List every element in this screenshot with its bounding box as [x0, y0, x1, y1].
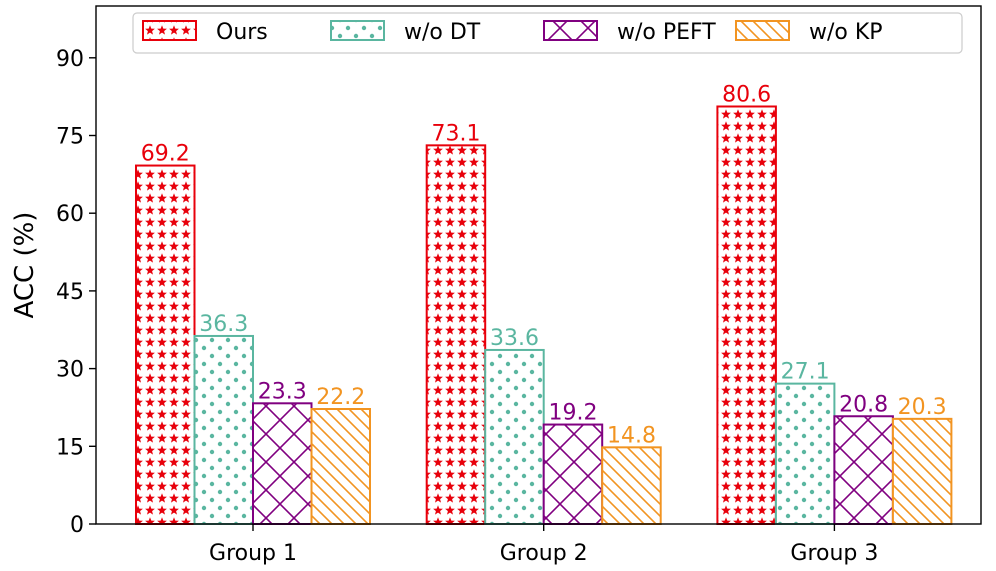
bar-w-o-kp-1	[310, 408, 371, 525]
x-tick-label: Group 1	[209, 541, 297, 566]
legend-swatch	[735, 20, 790, 41]
bar-w-o-kp-2	[601, 446, 662, 525]
bar-ours-3	[716, 105, 777, 525]
data-label: 20.8	[839, 392, 888, 417]
bar-w-o-peft-3	[833, 415, 894, 526]
legend-label: Ours	[216, 20, 268, 45]
y-tick-label: 0	[70, 513, 84, 538]
data-label: 80.6	[722, 82, 771, 107]
data-label: 22.2	[316, 385, 365, 410]
data-label: 20.3	[898, 395, 947, 420]
bar-w-o-dt-2	[484, 348, 545, 525]
y-tick-label: 15	[56, 435, 84, 460]
y-tick-label: 30	[56, 358, 84, 383]
data-label: 69.2	[141, 142, 190, 167]
x-axis: Group 1 Group 2 Group 3	[209, 524, 878, 566]
data-labels-layer: 69.2 73.1 80.6 36.3 33.6 27.1 23.3 19.2 20.8 22.2…	[141, 82, 947, 448]
legend-swatch	[543, 20, 598, 41]
bar-w-o-peft-1	[252, 402, 313, 525]
legend-swatch	[142, 20, 197, 41]
legend-label: w/o KP	[809, 20, 883, 45]
y-tick-label: 75	[56, 125, 84, 150]
x-tick-label: Group 3	[790, 541, 878, 566]
y-axis-title: ACC (%)	[10, 212, 40, 319]
bar-w-o-peft-2	[542, 423, 604, 526]
bar-ours-1	[135, 164, 196, 525]
y-tick-label: 90	[56, 47, 84, 72]
x-tick-label: Group 2	[500, 541, 588, 566]
bar-w-o-kp-3	[891, 417, 953, 526]
data-label: 19.2	[548, 401, 597, 426]
data-label: 14.8	[607, 423, 656, 448]
data-label: 23.3	[258, 379, 307, 404]
y-axis: 0 15 30 45 60 75 90	[56, 47, 96, 538]
legend: Ours w/o DT w/o PEFT w/o KP	[132, 12, 963, 54]
y-tick-label: 60	[56, 202, 84, 227]
legend-label: w/o PEFT	[617, 20, 716, 45]
legend-swatch	[330, 20, 385, 41]
data-label: 27.1	[781, 360, 830, 385]
data-label: 36.3	[199, 312, 248, 337]
legend-label: w/o DT	[404, 20, 481, 45]
bar-ours-2	[425, 144, 487, 525]
plot-frame	[95, 5, 982, 525]
data-label: 73.1	[431, 121, 480, 146]
data-label: 33.6	[490, 326, 539, 351]
y-tick-label: 45	[56, 280, 84, 305]
bars-layer	[135, 105, 953, 526]
bar-w-o-dt-3	[774, 382, 836, 526]
bar-w-o-dt-1	[193, 334, 254, 525]
